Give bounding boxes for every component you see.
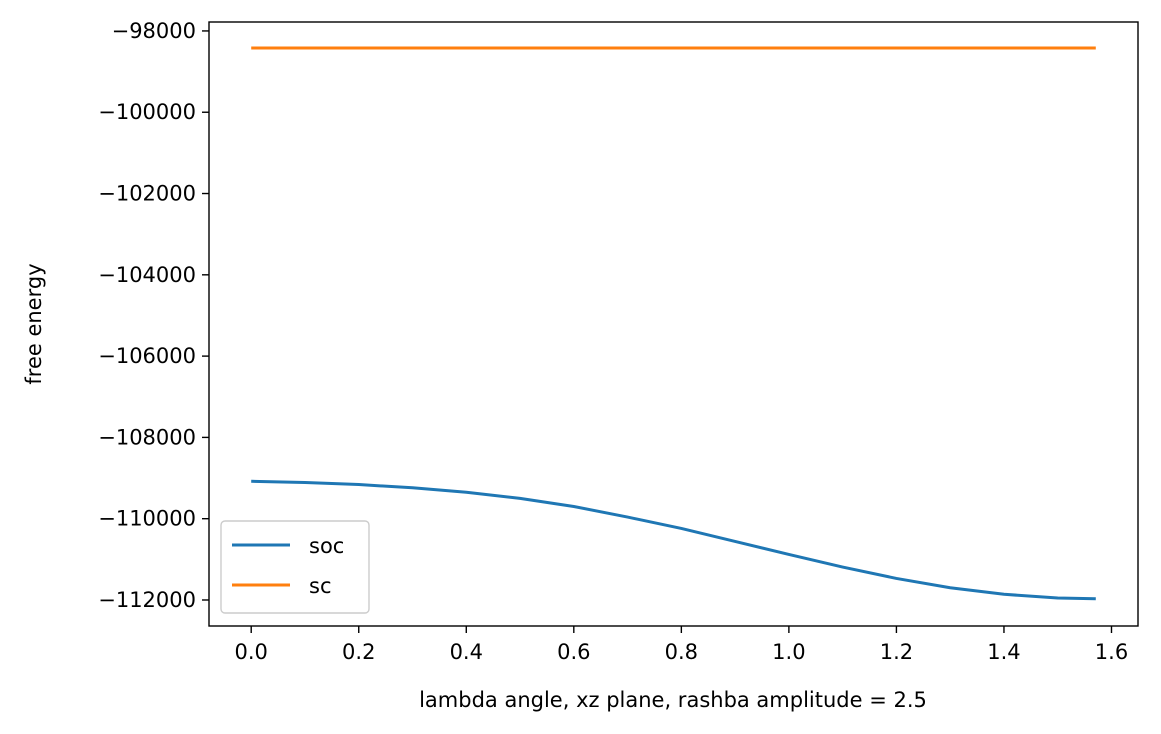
y-axis: −98000 −100000 −102000 −104000 −106000 −10800… [98,19,209,612]
x-axis-label: lambda angle, xz plane, rashba amplitude… [419,688,927,712]
x-tick-label: 0.2 [342,640,375,664]
legend: soc sc [220,520,370,614]
y-tick-label: −106000 [98,344,196,368]
x-tick-label: 0.6 [557,640,590,664]
legend-frame [220,520,370,614]
y-tick-label: −100000 [98,100,196,124]
y-tick-label: −98000 [112,19,196,43]
y-tick-label: −104000 [98,263,196,287]
legend-label-soc: soc [309,534,344,558]
y-tick-label: −110000 [98,507,196,531]
y-axis-label: free energy [22,263,46,384]
x-tick-label: 0.4 [450,640,483,664]
y-tick-label: −112000 [98,588,196,612]
legend-label-sc: sc [309,574,332,598]
x-tick-label: 1.4 [987,640,1020,664]
y-tick-label: −108000 [98,425,196,449]
plot-area-frame [208,21,1139,627]
x-tick-label: 0.8 [665,640,698,664]
x-tick-label: 0.0 [235,640,268,664]
x-tick-label: 1.0 [772,640,805,664]
y-tick-label: −102000 [98,182,196,206]
x-tick-label: 1.2 [880,640,913,664]
x-axis: 0.0 0.2 0.4 0.6 0.8 1.0 1.2 1.4 1.6 [235,626,1128,664]
x-tick-label: 1.6 [1095,640,1128,664]
series-line-soc [251,479,1096,601]
series-layer [251,46,1096,601]
